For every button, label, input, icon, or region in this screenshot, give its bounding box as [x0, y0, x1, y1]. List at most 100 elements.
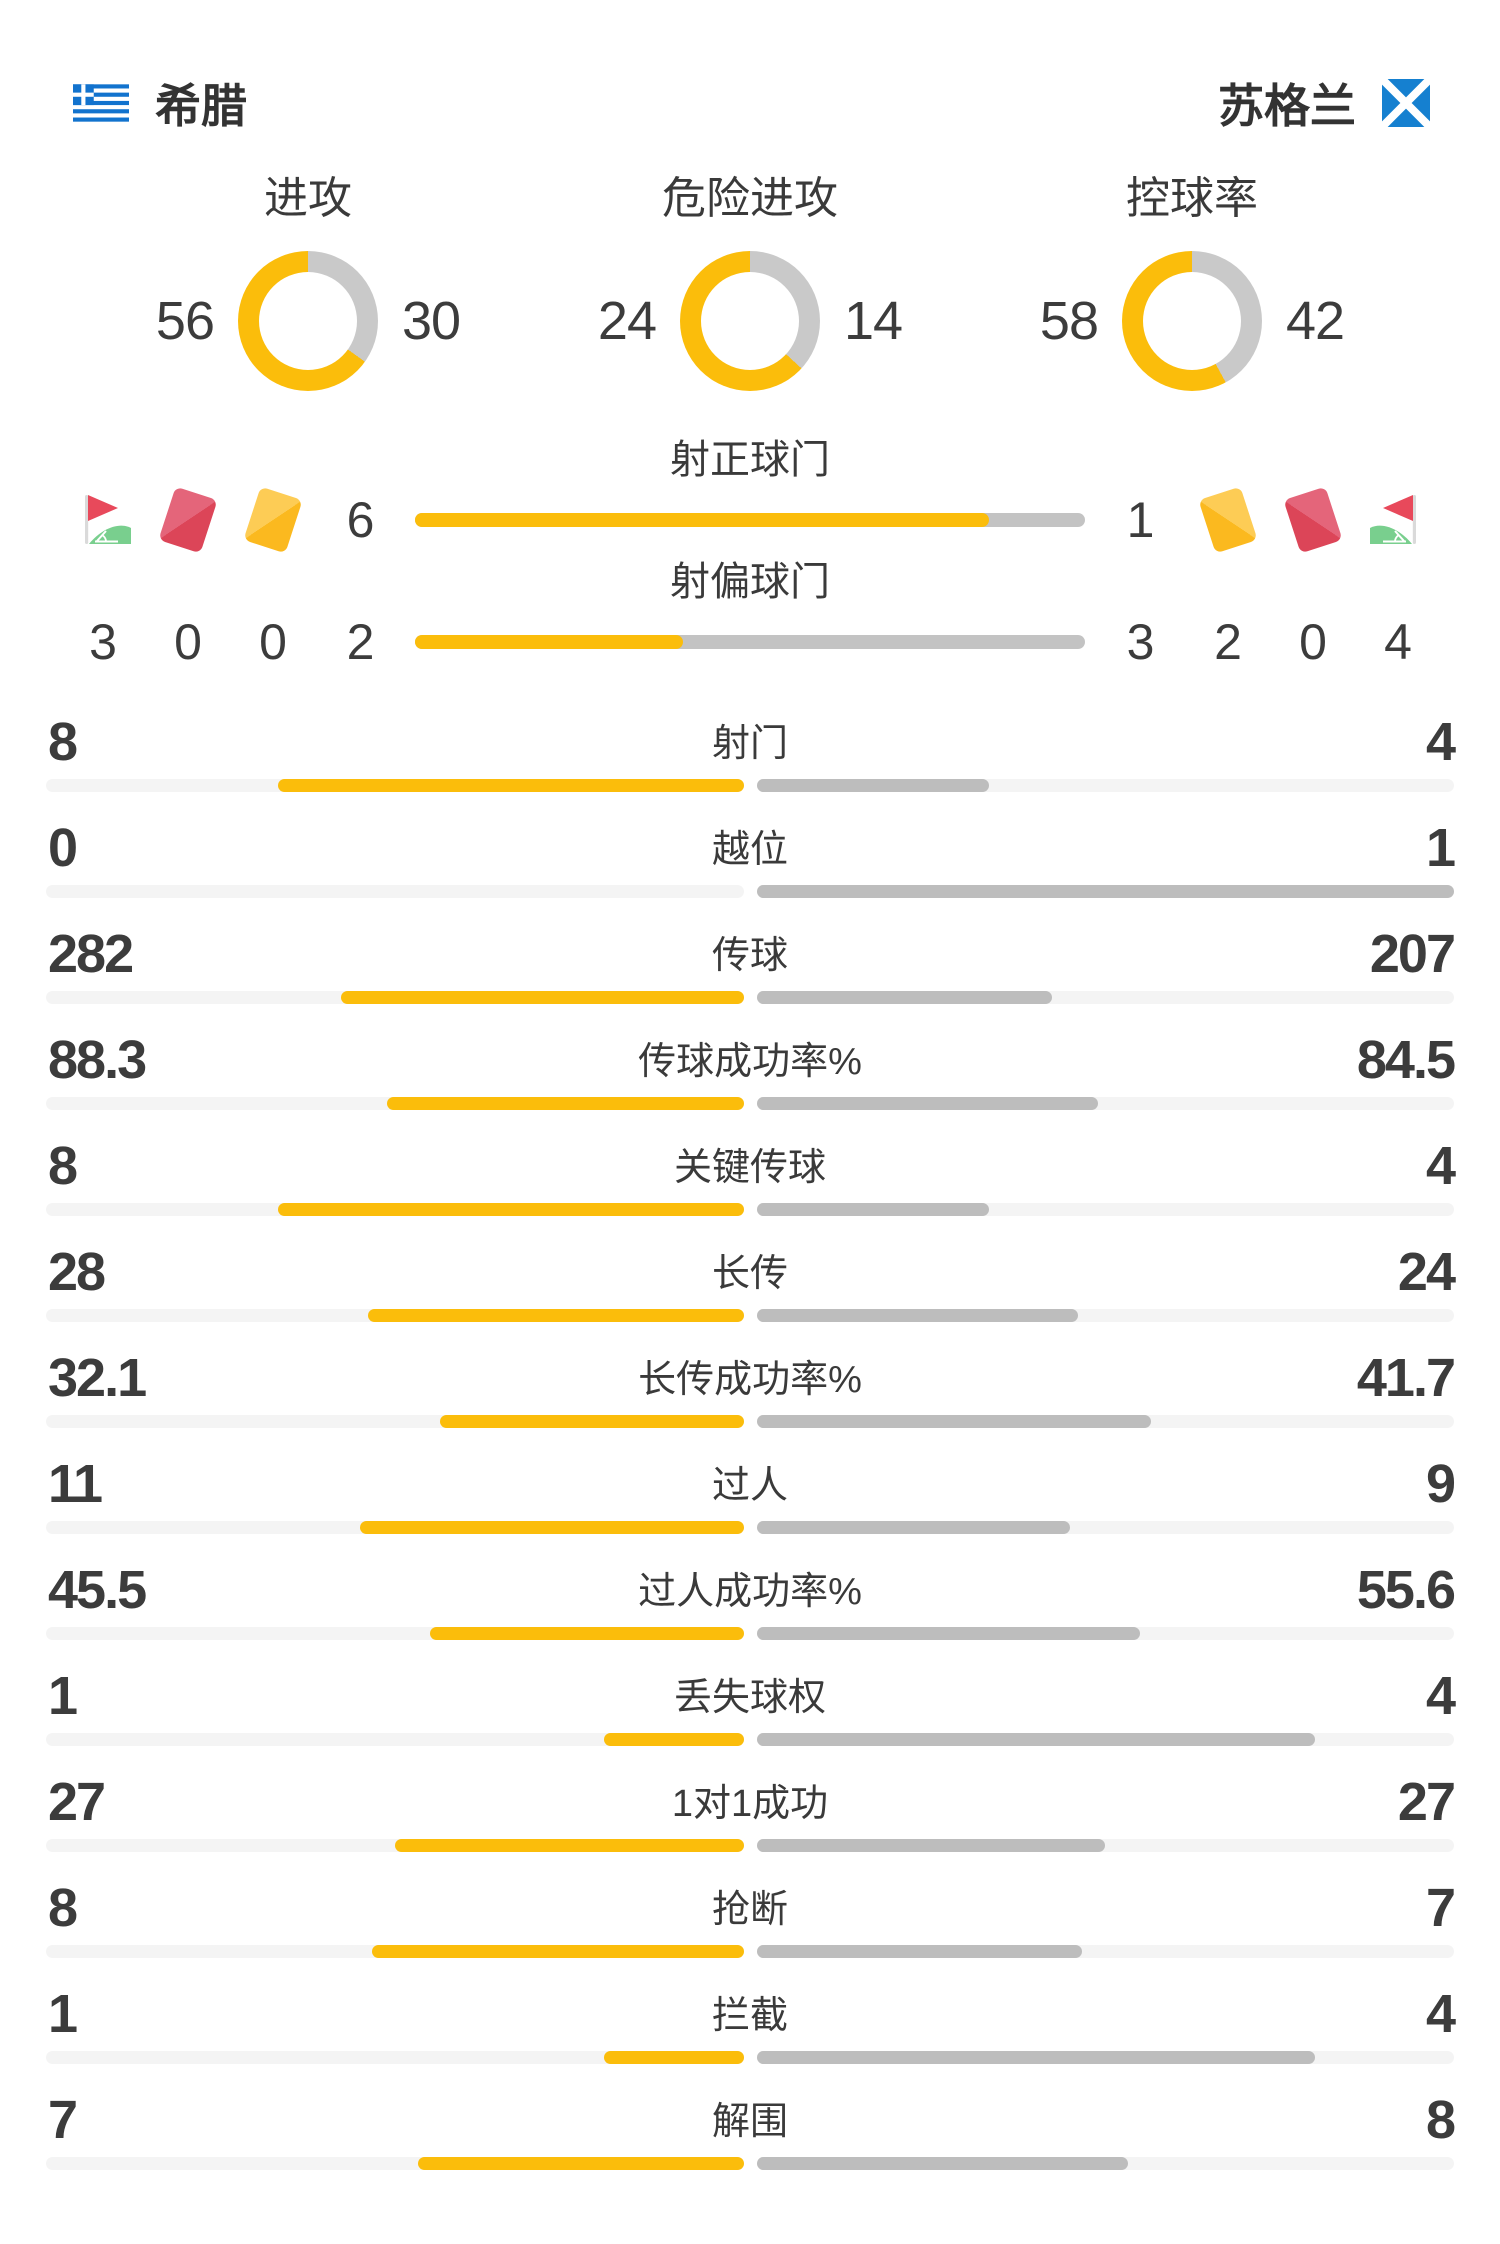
- stat-away-value: 4: [1425, 1136, 1456, 1196]
- stat-label: 1对1成功: [671, 1783, 829, 1825]
- stat-away-value: 8: [1425, 2090, 1456, 2150]
- stat-bars: [46, 1097, 1454, 1110]
- stat-home-value: 8: [48, 712, 78, 772]
- donut-1: 危险进攻 24 14: [554, 177, 946, 391]
- stat-label: 越位: [711, 829, 789, 871]
- yellow-card-count-away: 2: [1214, 614, 1242, 670]
- stats-list: 8 射门 4 0 越位 1 282 传球 207 88.3: [46, 702, 1456, 2186]
- stat-row-5: 28 长传 24: [46, 1232, 1456, 1338]
- stat-row-0: 8 射门 4: [46, 702, 1456, 808]
- red-card-count-home: 0: [174, 614, 202, 670]
- header: 希腊 苏格兰: [73, 70, 1433, 136]
- stat-home-value: 8: [48, 1878, 78, 1938]
- donut-away-value: 14: [844, 291, 903, 351]
- stat-home-value: 45.5: [48, 1560, 147, 1620]
- stat-bars: [46, 885, 1454, 898]
- team-home-name: 希腊: [155, 80, 247, 132]
- stat-label: 抢断: [711, 1889, 789, 1931]
- stat-home-value: 28: [48, 1242, 106, 1302]
- stat-row-11: 8 抢断 7: [46, 1868, 1456, 1974]
- stat-bars: [46, 1203, 1454, 1216]
- shots-section: 射正球门 6 1 射偏球门 3 0 0 2: [0, 440, 1500, 674]
- stat-bars: [46, 1945, 1454, 1958]
- donut-home-value: 58: [1039, 291, 1099, 351]
- stat-row-4: 8 关键传球 4: [46, 1126, 1456, 1232]
- red-card-icon: [1282, 486, 1343, 554]
- stat-bars: [46, 1309, 1454, 1322]
- donut-charts-section: 进攻 56 30 危险进攻 24 14 控球率 58 42: [112, 177, 1388, 391]
- stat-label: 传球成功率%: [638, 1041, 862, 1083]
- yellow-card-count-home: 0: [259, 614, 287, 670]
- stat-away-value: 4: [1425, 1666, 1456, 1726]
- corner-flag-icon: [72, 489, 134, 551]
- donut-chart: [1122, 251, 1262, 391]
- stat-away-value: 41.7: [1356, 1348, 1456, 1408]
- stat-home-value: 282: [48, 924, 134, 984]
- stat-row-12: 1 拦截 4: [46, 1974, 1456, 2080]
- shots-on-target-row: 6 1: [60, 482, 1440, 558]
- stat-bars: [46, 1521, 1454, 1534]
- donut-chart: [680, 251, 820, 391]
- stat-row-6: 32.1 长传成功率% 41.7: [46, 1338, 1456, 1444]
- shots-on-target-heading: 射正球门: [670, 438, 830, 482]
- donut-title: 控球率: [1126, 174, 1258, 223]
- stat-away-value: 84.5: [1356, 1030, 1456, 1090]
- stat-away-value: 1: [1425, 818, 1456, 878]
- donut-title: 进攻: [264, 174, 352, 223]
- stat-away-value: 7: [1425, 1878, 1456, 1938]
- stat-label: 长传成功率%: [638, 1359, 862, 1401]
- shots-on-target-home: 6: [346, 492, 375, 548]
- stat-bars: [46, 1627, 1454, 1640]
- stat-bars: [46, 991, 1454, 1004]
- stat-home-value: 8: [48, 1136, 78, 1196]
- stat-away-value: 55.6: [1356, 1560, 1456, 1620]
- stat-home-value: 7: [48, 2090, 78, 2150]
- team-home: 希腊: [73, 70, 247, 136]
- stat-away-value: 4: [1425, 1984, 1456, 2044]
- stat-row-10: 27 1对1成功 27: [46, 1762, 1456, 1868]
- stat-label: 解围: [711, 2101, 789, 2143]
- yellow-card-icon: [1197, 486, 1258, 554]
- shots-off-target-home: 2: [346, 614, 375, 670]
- stat-row-7: 11 过人 9: [46, 1444, 1456, 1550]
- shots-bar: [415, 513, 1085, 527]
- stat-label: 过人: [711, 1465, 789, 1507]
- stat-bars: [46, 779, 1454, 792]
- stat-away-value: 24: [1397, 1242, 1456, 1302]
- stat-home-value: 1: [48, 1984, 78, 2044]
- stat-label: 丢失球权: [673, 1677, 827, 1719]
- stat-home-value: 11: [48, 1454, 103, 1514]
- shots-on-target-away: 1: [1126, 492, 1155, 548]
- stat-label: 过人成功率%: [638, 1571, 862, 1613]
- donut-0: 进攻 56 30: [112, 177, 504, 391]
- stat-away-value: 27: [1397, 1772, 1456, 1832]
- donut-home-value: 24: [597, 291, 657, 351]
- stat-away-value: 9: [1425, 1454, 1456, 1514]
- donut-home-value: 56: [155, 291, 215, 351]
- stat-home-value: 0: [48, 818, 78, 878]
- donut-away-value: 42: [1286, 291, 1345, 351]
- stat-home-value: 32.1: [48, 1348, 147, 1408]
- stat-row-9: 1 丢失球权 4: [46, 1656, 1456, 1762]
- red-card-count-away: 0: [1299, 614, 1327, 670]
- corner-flag-count-home: 3: [89, 614, 117, 670]
- stat-row-13: 7 解围 8: [46, 2080, 1456, 2186]
- stat-row-1: 0 越位 1: [46, 808, 1456, 914]
- scotland-flag-icon: [1379, 76, 1433, 130]
- stat-label: 长传: [711, 1253, 789, 1295]
- stat-home-value: 1: [48, 1666, 78, 1726]
- shots-bar: [415, 635, 1085, 649]
- donut-2: 控球率 58 42: [996, 177, 1388, 391]
- stat-away-value: 207: [1369, 924, 1456, 984]
- yellow-card-icon: [242, 486, 303, 554]
- stat-bars: [46, 1733, 1454, 1746]
- shots-off-target-away: 3: [1126, 614, 1155, 670]
- stat-bars: [46, 2157, 1454, 2170]
- stat-home-value: 27: [48, 1772, 106, 1832]
- shots-off-target-heading: 射偏球门: [670, 560, 830, 604]
- stat-row-3: 88.3 传球成功率% 84.5: [46, 1020, 1456, 1126]
- team-away: 苏格兰: [1218, 70, 1433, 136]
- red-card-icon: [157, 486, 218, 554]
- donut-title: 危险进攻: [662, 174, 838, 223]
- stat-label: 拦截: [711, 1995, 789, 2037]
